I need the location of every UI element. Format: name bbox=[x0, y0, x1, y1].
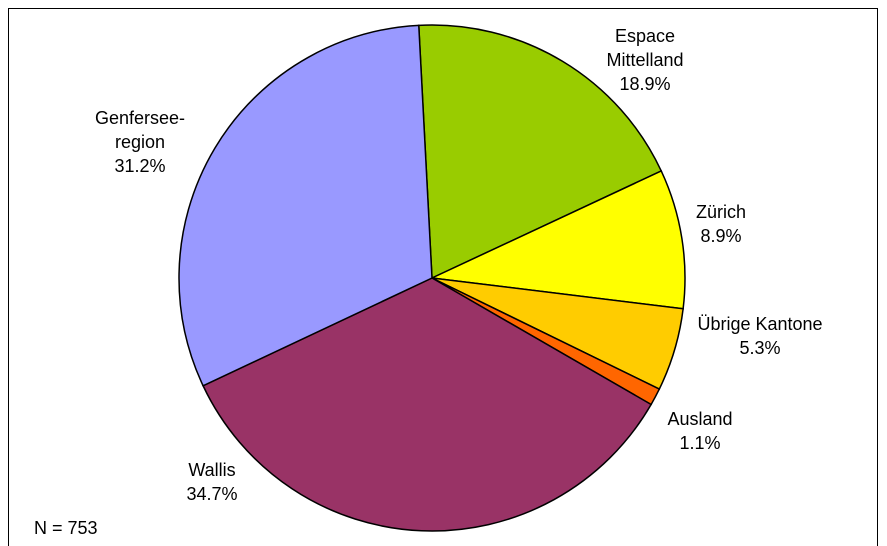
slice-value: 1.1% bbox=[679, 433, 721, 453]
slice-value: 8.9% bbox=[700, 226, 742, 246]
annotation: N = 753 bbox=[34, 518, 98, 538]
frame bbox=[8, 8, 878, 546]
slice-label: Ausland 1.1% bbox=[600, 407, 800, 455]
slice-name: Wallis bbox=[188, 460, 236, 480]
slice-name: Espace Mittelland bbox=[606, 26, 684, 70]
slice-name: Ausland bbox=[667, 409, 733, 429]
slice-label: Wallis 34.7% bbox=[112, 458, 312, 506]
pie-slice bbox=[178, 24, 433, 387]
slice-name: Übrige Kantone bbox=[697, 314, 823, 334]
slice-label: Genfersee-region 31.2% bbox=[90, 106, 190, 178]
pie-slice bbox=[429, 169, 686, 310]
slice-value: 18.9% bbox=[619, 74, 671, 94]
slice-name: Genfersee-region bbox=[94, 108, 186, 152]
slice-label: Zürich 8.9% bbox=[621, 200, 821, 248]
slice-label: Übrige Kantone 5.3% bbox=[660, 312, 860, 360]
slice-value: 31.2% bbox=[114, 156, 166, 176]
slice-name: Zürich bbox=[695, 202, 746, 222]
pie-slice bbox=[202, 277, 653, 532]
slice-value: 5.3% bbox=[739, 338, 781, 358]
slice-value: 34.7% bbox=[186, 484, 238, 504]
slice-label: Espace Mittelland 18.9% bbox=[590, 24, 700, 96]
pie-slice bbox=[417, 24, 663, 280]
